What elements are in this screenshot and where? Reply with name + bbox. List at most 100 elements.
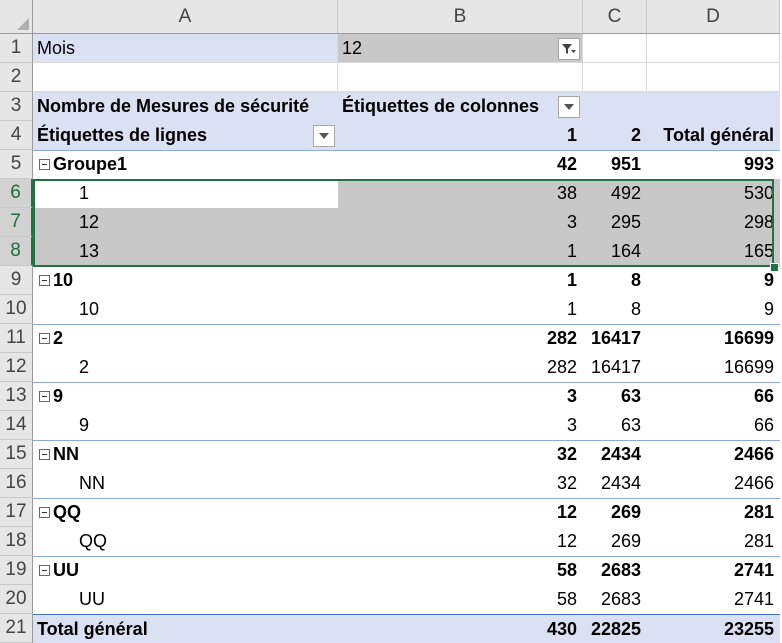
pivot-value[interactable]: 281 <box>743 502 774 522</box>
pivot-row-labels[interactable]: Étiquettes de lignes <box>33 121 338 150</box>
column-header-d[interactable]: D <box>647 0 780 34</box>
minus-box-icon[interactable] <box>39 391 50 402</box>
pivot-value[interactable]: 3 <box>566 415 577 435</box>
minus-box-icon[interactable] <box>39 449 50 460</box>
pivot-group-label[interactable]: NN <box>33 440 338 469</box>
row-header[interactable]: 8 <box>0 237 33 266</box>
row-header[interactable]: 19 <box>0 556 33 585</box>
pivot-value[interactable]: 12 <box>556 502 577 522</box>
pivot-value[interactable]: 12 <box>556 531 577 551</box>
pivot-item-label[interactable]: 12 <box>33 208 338 237</box>
pivot-value[interactable]: 42 <box>556 154 577 174</box>
minus-box-icon[interactable] <box>39 565 50 576</box>
empty-cell[interactable] <box>583 34 647 63</box>
pivot-item-label[interactable]: 13 <box>33 237 338 266</box>
pivot-value[interactable]: 282 <box>546 328 577 348</box>
pivot-value[interactable]: 66 <box>753 415 774 435</box>
pivot-item-label[interactable]: 9 <box>79 415 90 435</box>
filter-label[interactable]: Mois <box>33 34 338 63</box>
pivot-item-label[interactable]: 2 <box>79 357 90 377</box>
empty-cell[interactable] <box>33 63 338 92</box>
pivot-value[interactable]: 16699 <box>723 357 774 377</box>
pivot-value[interactable]: 269 <box>610 531 641 551</box>
pivot-value[interactable]: 298 <box>647 208 780 237</box>
pivot-value[interactable]: 1 <box>566 299 577 319</box>
row-header[interactable]: 3 <box>0 92 33 121</box>
pivot-value[interactable]: 16699 <box>723 328 774 348</box>
pivot-group-label[interactable]: QQ <box>33 498 338 527</box>
pivot-value[interactable]: 269 <box>610 502 641 522</box>
row-header[interactable]: 7 <box>0 208 33 237</box>
grand-total-label[interactable]: Total général <box>33 615 338 643</box>
column-header-b[interactable]: B <box>338 0 583 34</box>
row-header[interactable]: 17 <box>0 498 33 527</box>
pivot-value[interactable]: 3 <box>338 208 583 237</box>
row-header[interactable]: 18 <box>0 527 33 556</box>
minus-box-icon[interactable] <box>39 333 50 344</box>
pivot-values-label[interactable]: Nombre de Mesures de sécurité <box>33 92 338 121</box>
pivot-value[interactable]: 1 <box>566 270 577 290</box>
minus-box-icon[interactable] <box>39 507 50 518</box>
pivot-value[interactable]: 2434 <box>600 444 641 464</box>
pivot-group-label[interactable]: 2 <box>33 324 338 353</box>
pivot-value[interactable]: 282 <box>546 357 577 377</box>
pivot-value[interactable]: 9 <box>763 270 774 290</box>
row-header[interactable]: 20 <box>0 585 33 614</box>
pivot-group-label[interactable]: 10 <box>33 266 338 295</box>
empty-cell[interactable] <box>647 34 780 63</box>
column-header-c[interactable]: C <box>583 0 647 34</box>
minus-box-icon[interactable] <box>39 275 50 286</box>
select-all-corner[interactable] <box>0 0 33 34</box>
pivot-value[interactable]: 2434 <box>600 473 641 493</box>
pivot-value[interactable]: 9 <box>763 299 774 319</box>
empty-cell[interactable] <box>647 63 780 92</box>
pivot-value[interactable]: 16417 <box>590 328 641 348</box>
grand-total-value[interactable]: 22825 <box>583 615 647 643</box>
pivot-value[interactable]: 2741 <box>733 560 774 580</box>
pivot-value[interactable]: 993 <box>743 154 774 174</box>
row-header[interactable]: 6 <box>0 179 33 208</box>
column-header-a[interactable]: A <box>33 0 338 34</box>
pivot-value[interactable]: 1 <box>338 237 583 266</box>
pivot-group-label[interactable]: 9 <box>33 382 338 411</box>
pivot-item-label[interactable]: 10 <box>79 299 100 319</box>
pivot-value[interactable]: 2683 <box>600 589 641 609</box>
row-header[interactable]: 21 <box>0 614 33 643</box>
pivot-value[interactable]: 281 <box>743 531 774 551</box>
pivot-value[interactable]: 32 <box>556 473 577 493</box>
pivot-value[interactable]: 66 <box>753 386 774 406</box>
empty-cell[interactable] <box>338 63 583 92</box>
pivot-group-label[interactable]: UU <box>33 556 338 585</box>
pivot-value[interactable]: 58 <box>556 560 577 580</box>
grand-total-value[interactable]: 430 <box>338 615 583 643</box>
row-header[interactable]: 15 <box>0 440 33 469</box>
row-header[interactable]: 1 <box>0 34 33 63</box>
pivot-value[interactable]: 16417 <box>590 357 641 377</box>
empty-cell[interactable] <box>583 63 647 92</box>
row-header[interactable]: 14 <box>0 411 33 440</box>
fill-handle[interactable] <box>770 263 779 272</box>
row-header[interactable]: 11 <box>0 324 33 353</box>
pivot-value[interactable]: 2683 <box>600 560 641 580</box>
pivot-group-label[interactable]: Groupe1 <box>33 150 338 179</box>
minus-box-icon[interactable] <box>39 159 50 170</box>
row-header[interactable]: 10 <box>0 295 33 324</box>
row-header[interactable]: 12 <box>0 353 33 382</box>
pivot-item-label[interactable]: UU <box>79 589 105 609</box>
row-header[interactable]: 4 <box>0 121 33 150</box>
pivot-item-label[interactable]: NN <box>79 473 105 493</box>
pivot-value[interactable]: 58 <box>556 589 577 609</box>
pivot-col-header-total[interactable]: Total général <box>647 121 780 150</box>
pivot-col-header-1[interactable]: 1 <box>338 121 583 150</box>
pivot-value[interactable]: 165 <box>647 237 780 266</box>
row-header[interactable]: 13 <box>0 382 33 411</box>
pivot-item-label[interactable]: QQ <box>79 531 108 551</box>
filter-funnel-icon[interactable] <box>558 38 580 60</box>
pivot-value[interactable]: 2466 <box>733 444 774 464</box>
pivot-value[interactable]: 63 <box>620 386 641 406</box>
pivot-value[interactable]: 2741 <box>733 589 774 609</box>
pivot-value[interactable]: 38 <box>338 179 583 208</box>
pivot-value[interactable]: 2466 <box>733 473 774 493</box>
pivot-value[interactable]: 295 <box>583 208 647 237</box>
pivot-value[interactable]: 32 <box>556 444 577 464</box>
